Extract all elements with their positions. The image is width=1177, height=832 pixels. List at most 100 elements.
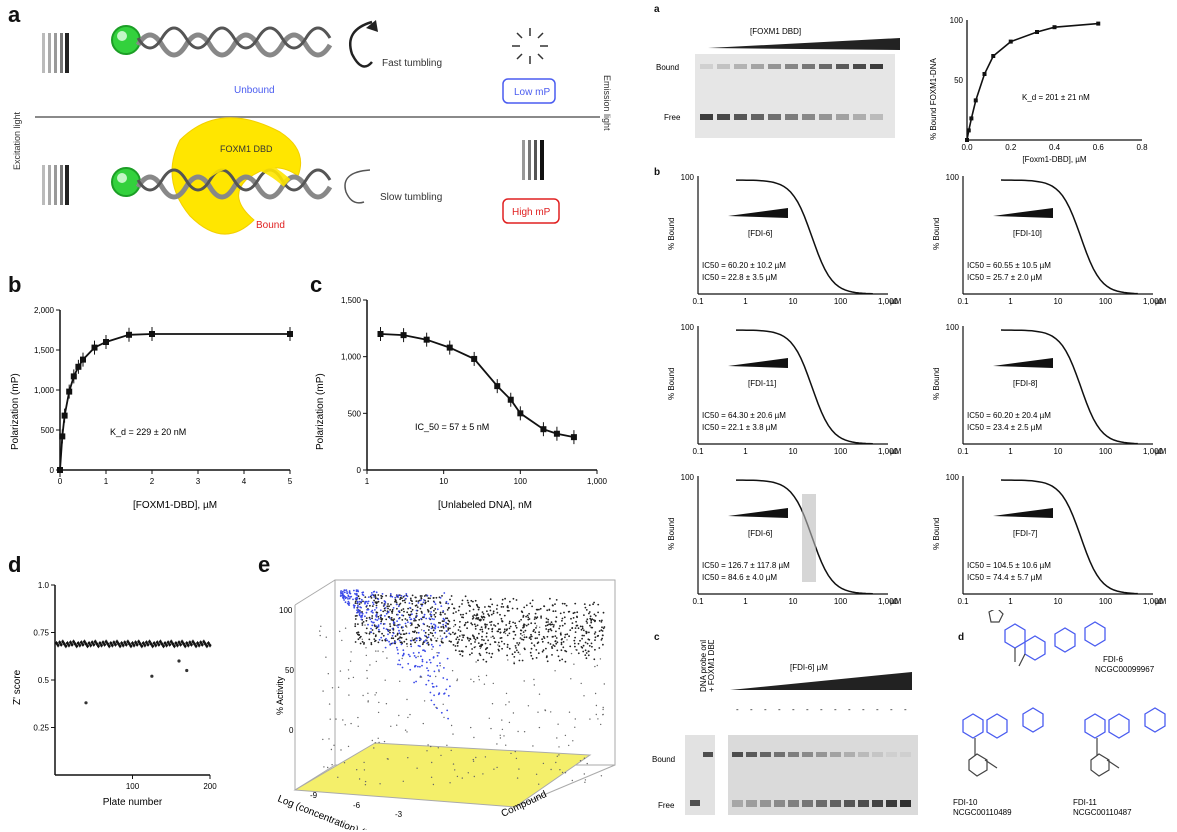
- activity-point: [564, 636, 566, 639]
- activity-point: [555, 599, 558, 601]
- activity-point: [508, 622, 511, 625]
- activity-point: [499, 737, 502, 739]
- activity-point: [375, 611, 378, 614]
- activity-point: [375, 627, 378, 630]
- activity-point: [477, 617, 480, 619]
- activity-point: [375, 650, 377, 652]
- activity-point: [433, 609, 435, 612]
- svg-text:FDI-11: FDI-11: [1073, 798, 1097, 807]
- activity-point: [493, 624, 495, 626]
- activity-point: [483, 639, 485, 642]
- free-band: [886, 800, 897, 807]
- activity-point: [600, 629, 603, 632]
- z-point: [146, 643, 150, 647]
- activity-point: [452, 733, 454, 735]
- activity-point: [583, 634, 585, 637]
- z-point: [59, 643, 63, 647]
- z-point: [55, 641, 58, 645]
- activity-point: [591, 645, 593, 648]
- activity-point: [399, 598, 401, 601]
- activity-point: [536, 637, 538, 639]
- active-point: [422, 601, 425, 604]
- bound-band: [886, 752, 897, 757]
- activity-point: [414, 596, 417, 599]
- activity-point: [530, 633, 532, 636]
- activity-point: [380, 618, 383, 621]
- active-point: [387, 610, 390, 613]
- activity-point: [465, 645, 467, 648]
- activity-point: [561, 617, 564, 620]
- activity-point: [438, 670, 440, 673]
- activity-point: [373, 638, 376, 640]
- z-outlier: [177, 659, 181, 663]
- ic50-line-1: IC50 = 60.55 ± 10.5 µM: [967, 261, 1051, 270]
- fit-curve: [966, 22, 1099, 141]
- active-point: [412, 652, 415, 654]
- active-point: [365, 611, 368, 614]
- activity-point: [365, 619, 368, 622]
- active-point: [353, 606, 356, 609]
- activity-point: [457, 609, 460, 612]
- z-point: [205, 644, 209, 648]
- activity-point: [490, 620, 493, 623]
- inset-label: [FDI-10]: [1013, 229, 1042, 238]
- activity-point: [469, 653, 471, 656]
- activity-point: [487, 627, 490, 630]
- active-point: [343, 599, 345, 601]
- active-point: [442, 677, 445, 679]
- activity-point: [595, 713, 597, 716]
- activity-point: [584, 781, 586, 783]
- activity-point: [386, 657, 388, 659]
- active-point: [433, 618, 435, 621]
- activity-point: [455, 611, 457, 613]
- x-tick-label: 10: [1054, 597, 1063, 606]
- z-point: [157, 643, 161, 647]
- activity-point: [522, 631, 525, 633]
- data-point: [991, 54, 996, 58]
- z-point: [73, 642, 77, 646]
- activity-point: [492, 635, 494, 638]
- activity-point: [551, 623, 554, 626]
- active-point: [439, 662, 441, 664]
- activity-point: [466, 627, 468, 630]
- active-point: [423, 640, 426, 643]
- activity-point: [374, 694, 376, 696]
- activity-point: [559, 632, 562, 635]
- activity-point: [340, 749, 342, 751]
- activity-point: [410, 624, 412, 627]
- ic50-line-1: IC50 = 64.30 ± 20.6 µM: [702, 411, 786, 420]
- activity-point: [564, 633, 567, 636]
- activity-point: [350, 651, 352, 653]
- active-point: [445, 688, 448, 691]
- activity-point: [591, 618, 594, 621]
- activity-point: [396, 724, 398, 726]
- activity-point: [410, 599, 412, 601]
- active-point: [397, 652, 399, 655]
- active-point: [406, 595, 409, 598]
- active-point: [413, 617, 416, 620]
- active-point: [360, 616, 363, 618]
- activity-point: [506, 609, 509, 612]
- z-point: [171, 642, 175, 646]
- activity-point: [554, 670, 556, 672]
- activity-point: [401, 657, 403, 660]
- activity-point: [472, 760, 475, 762]
- z-point: [172, 644, 176, 648]
- activity-point: [388, 605, 390, 608]
- activity-point: [553, 624, 555, 626]
- activity-point: [407, 757, 409, 759]
- ic50-line-1: IC50 = 104.5 ± 10.6 µM: [967, 561, 1051, 570]
- active-point: [371, 609, 374, 612]
- z-point: [100, 644, 103, 647]
- active-point: [414, 664, 417, 667]
- active-point: [377, 624, 380, 627]
- concentration-wedge: [993, 208, 1053, 218]
- data-point: [1096, 21, 1101, 26]
- activity-point: [554, 603, 556, 605]
- active-point: [358, 600, 361, 603]
- activity-point: [387, 607, 389, 610]
- bound-band: [785, 64, 798, 69]
- fluorophore-icon: [111, 25, 141, 55]
- active-point: [402, 652, 405, 655]
